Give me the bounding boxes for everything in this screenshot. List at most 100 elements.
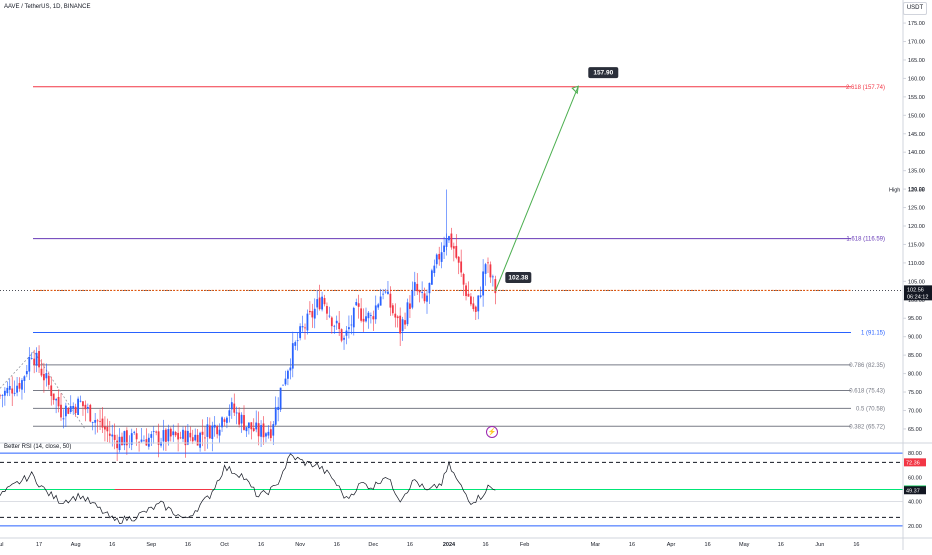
candle-body xyxy=(47,375,50,385)
candle-body xyxy=(433,265,436,274)
price-tick-label: 75.00 xyxy=(908,390,922,396)
candle-body xyxy=(18,383,21,389)
candle-body xyxy=(116,440,119,449)
candle-body xyxy=(172,431,175,436)
candle-body xyxy=(221,417,223,428)
candle-body xyxy=(282,384,284,386)
candle-body xyxy=(394,313,397,318)
candle-body xyxy=(84,404,87,410)
projection-arrow-line xyxy=(494,85,579,292)
rsi-tick-label: 40.00 xyxy=(908,500,922,506)
entry-callout-box xyxy=(505,272,532,284)
candle-body xyxy=(399,315,402,334)
rsi-badge-text: 72.36 xyxy=(906,460,920,466)
projection-arrow-head xyxy=(571,85,579,95)
entry-callout-text: 102.38 xyxy=(508,275,528,282)
time-tick-label: 16 xyxy=(334,542,340,548)
candle-body xyxy=(113,434,116,440)
candle-body xyxy=(326,306,328,314)
candle-body xyxy=(491,276,494,278)
time-tick-label: 16 xyxy=(185,542,191,548)
candle-body xyxy=(308,310,311,313)
candle-body xyxy=(330,317,333,327)
candle-body xyxy=(169,428,172,437)
candle-body xyxy=(13,392,16,394)
candle-body xyxy=(384,291,387,293)
candle-body xyxy=(367,312,370,319)
currency-button[interactable]: USDT xyxy=(903,2,927,15)
time-tick-label: Nov xyxy=(295,542,305,548)
candle-body xyxy=(179,437,182,439)
time-tick-label: 16 xyxy=(109,542,115,548)
candle-body xyxy=(89,404,92,422)
candle-body xyxy=(94,420,97,423)
candle-body xyxy=(40,368,43,376)
candle-body xyxy=(435,254,438,265)
current-price-badge-box xyxy=(904,285,932,301)
candle-body xyxy=(86,407,89,409)
candle-body xyxy=(362,318,365,322)
candle-body xyxy=(404,320,406,325)
candle-body xyxy=(121,436,123,446)
candle-body xyxy=(360,308,363,321)
candle-body xyxy=(313,308,316,319)
rsi-badge-text: 49.37 xyxy=(906,488,920,494)
rsi-value-badge: 72.36 xyxy=(904,458,926,467)
candle-body xyxy=(301,326,304,328)
candle-body xyxy=(99,421,101,422)
candle-body xyxy=(74,406,77,413)
candle-body xyxy=(8,385,11,390)
candle-body xyxy=(321,296,323,310)
candle-body xyxy=(21,380,23,390)
candle-body xyxy=(235,412,238,414)
rsi-tick-label: 20.00 xyxy=(908,524,922,530)
candle-body xyxy=(143,440,145,442)
price-tick-label: 120.00 xyxy=(908,224,925,230)
time-tick-label: 16 xyxy=(629,542,635,548)
candle-body xyxy=(106,426,109,432)
candle-body xyxy=(194,434,197,441)
candle-body xyxy=(350,324,353,326)
fib-level-label: 1.618 (116.59) xyxy=(846,237,885,243)
time-tick-label: Apr xyxy=(667,542,676,548)
candle-body xyxy=(79,400,82,402)
fib-level-label: 2.618 (157.74) xyxy=(846,85,885,91)
candle-body xyxy=(421,291,424,293)
candle-body xyxy=(374,305,377,320)
fib-level-label: 0.786 (82.35) xyxy=(849,363,885,369)
candle-body xyxy=(460,261,463,273)
candle-body xyxy=(262,423,265,438)
candle-body xyxy=(140,439,143,442)
candle-body xyxy=(474,306,477,312)
candle-body xyxy=(243,415,245,430)
fib-levels: 2.618 (157.74) 1.618 (116.59) 1 (91.15) 0.7… xyxy=(0,85,903,430)
candle-body xyxy=(479,295,482,297)
time-tick-label: 2024 xyxy=(443,542,456,548)
candle-body xyxy=(316,299,319,308)
candle-body xyxy=(111,434,114,437)
time-tick-label: Mar xyxy=(591,542,601,548)
candle-body xyxy=(277,406,280,410)
tradingview-logo-icon[interactable]: ⚡ xyxy=(486,426,498,438)
candle-body xyxy=(245,427,248,432)
candle-body xyxy=(28,356,31,372)
time-tick-label: 16 xyxy=(778,542,784,548)
candle-body xyxy=(208,425,211,439)
candle-body xyxy=(145,439,148,446)
candle-body xyxy=(494,279,497,294)
candle-body xyxy=(211,425,214,439)
rsi-value-badge: 49.37 xyxy=(904,486,926,495)
candle-body xyxy=(135,433,138,440)
candle-body xyxy=(343,337,345,340)
candle-body xyxy=(204,437,206,439)
price-tick-label: 105.00 xyxy=(908,279,925,285)
current-price-value: 102.56 xyxy=(907,287,924,293)
candle-body xyxy=(182,429,184,439)
candle-body xyxy=(35,352,38,366)
price-tick-label: 70.00 xyxy=(908,408,922,414)
time-tick-label: 16 xyxy=(482,542,488,548)
price-tick-label: 145.00 xyxy=(908,132,925,138)
